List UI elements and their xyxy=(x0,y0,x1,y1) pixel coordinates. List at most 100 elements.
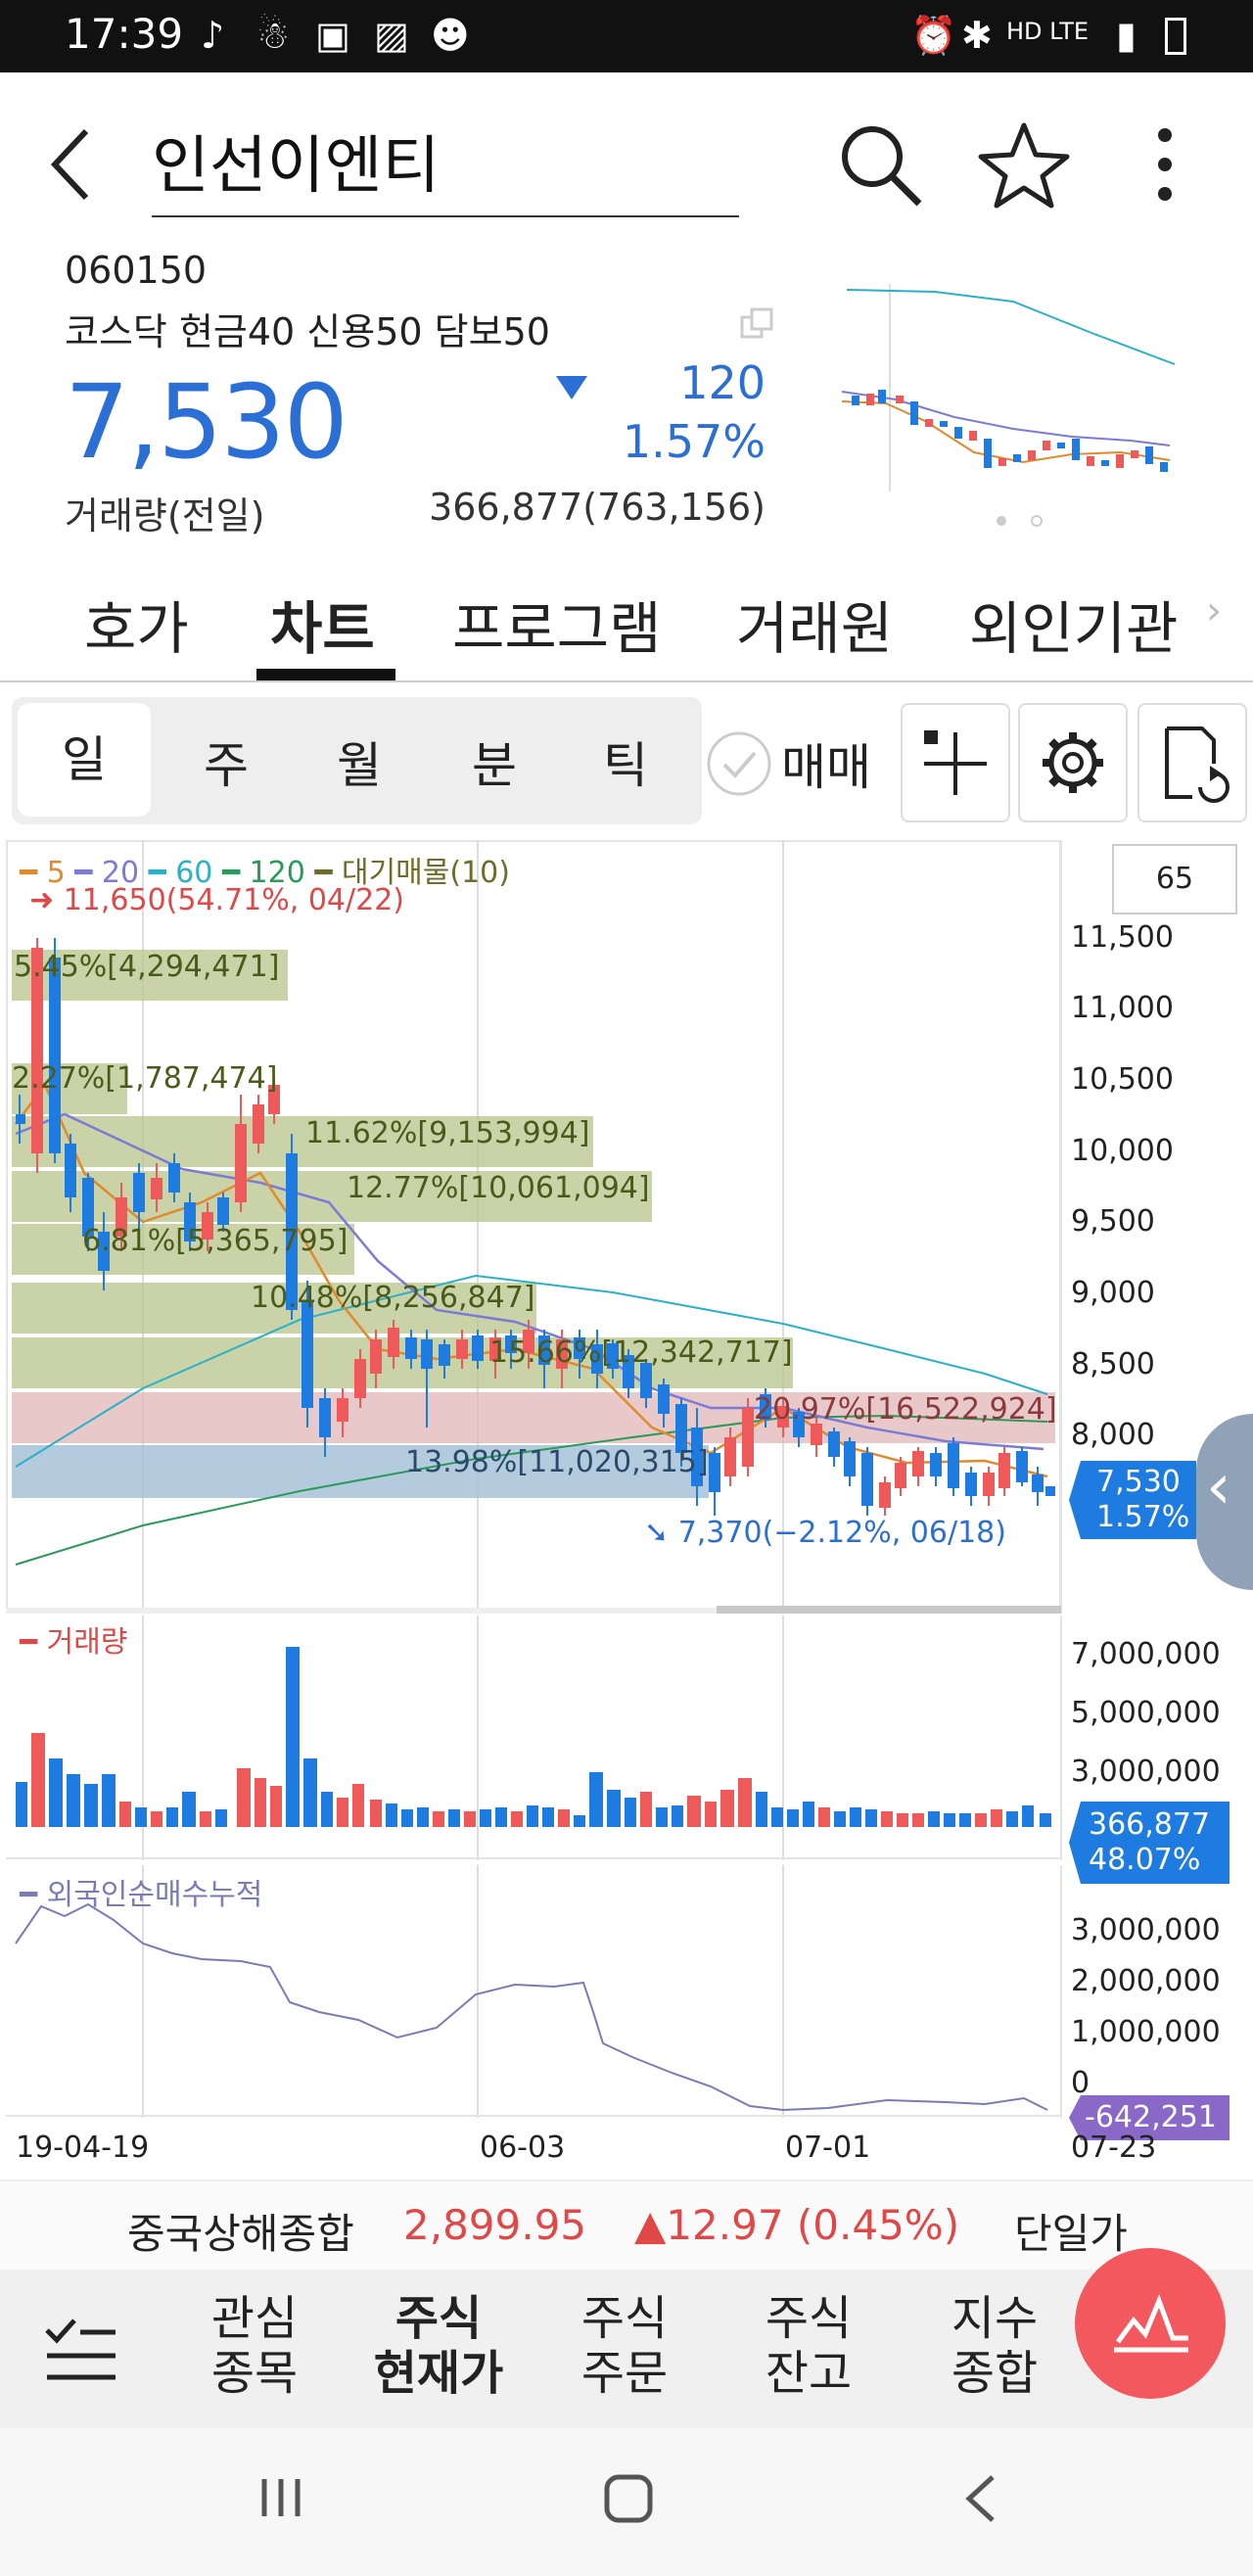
line-chart-icon xyxy=(1114,2294,1188,2353)
image-icon: ▨ xyxy=(374,14,409,57)
price-tick: 11,000 xyxy=(1071,991,1174,1025)
star-icon[interactable] xyxy=(977,119,1071,210)
bottom-nav: 관심 종목 주식 현재가 주식 주문 주식 잔고 지수 종합 xyxy=(0,2270,1253,2428)
active-tab-indicator xyxy=(256,669,395,680)
system-nav xyxy=(0,2428,1253,2576)
price-tick: 10,500 xyxy=(1071,1062,1174,1097)
down-arrow-icon xyxy=(556,376,587,399)
network-type: HD LTE xyxy=(1006,18,1090,45)
copy-icon[interactable] xyxy=(740,307,773,341)
app-icon: ☻ xyxy=(431,14,470,57)
tab-program[interactable]: 프로그램 xyxy=(452,595,662,662)
recent-apps-icon[interactable] xyxy=(256,2473,305,2522)
legend-ma20: 20 xyxy=(101,856,140,890)
notification-icon: ☃ xyxy=(256,14,291,57)
ticker-type: 단일가 xyxy=(1014,2210,1128,2258)
search-icon[interactable] xyxy=(837,121,925,210)
legend-ma120: 120 xyxy=(249,856,305,890)
tab-scroll-right-icon[interactable]: › xyxy=(1206,588,1222,633)
legend-ma5: 5 xyxy=(46,856,66,890)
home-icon[interactable] xyxy=(601,2471,656,2526)
low-marker-label: 7,370(−2.12%, 06/18) xyxy=(677,1516,1006,1550)
nav-index[interactable]: 지수 종합 xyxy=(936,2291,1053,2401)
tab-chart[interactable]: 차트 xyxy=(270,595,375,662)
nav-balance-line1: 주식 xyxy=(765,2291,853,2346)
tab-bar: 호가 차트 프로그램 거래원 외인기관 › xyxy=(0,563,1253,682)
price-tick: 11,500 xyxy=(1071,920,1174,955)
candle-count-box[interactable]: 65 xyxy=(1112,844,1237,914)
foreign-badge: -642,251 xyxy=(1069,2095,1230,2140)
supply-label: 10.48%[8,256,847] xyxy=(251,1281,535,1315)
supply-label: 13.98%[11,020,315] xyxy=(405,1445,709,1479)
nav-balance-line2: 잔고 xyxy=(765,2346,853,2401)
period-minute[interactable]: 분 xyxy=(472,737,517,794)
legend-supply: 대기매물(10) xyxy=(341,856,510,890)
ticker-value: 2,899.95 xyxy=(403,2201,587,2249)
chart-legend[interactable]: ━ 5 ━ 20 ━ 60 ━ 120 ━ 대기매물(10) xyxy=(20,856,510,890)
more-icon[interactable] xyxy=(1150,125,1180,204)
nav-current-price[interactable]: 주식 현재가 xyxy=(370,2291,507,2401)
chart-fab-button[interactable] xyxy=(1075,2248,1226,2399)
margin-info: 코스닥 현금40 신용50 담보50 xyxy=(65,310,550,353)
price-change: 120 xyxy=(679,356,766,409)
current-price-badge: 7,530 1.57% xyxy=(1069,1461,1196,1539)
foreign-tick: 2,000,000 xyxy=(1071,1964,1221,1998)
volume-chart[interactable] xyxy=(6,1616,1063,1860)
price-change-pct: 1.57% xyxy=(622,415,766,468)
side-panel-handle[interactable]: ‹ xyxy=(1196,1414,1253,1590)
high-marker: ➜ 11,650(54.71%, 04/22) xyxy=(29,883,404,917)
mini-chart[interactable] xyxy=(837,274,1180,529)
foreign-line xyxy=(15,1902,1048,2112)
x-label: 07-01 xyxy=(785,2131,871,2165)
period-day[interactable]: 일 xyxy=(18,703,151,817)
period-week[interactable]: 주 xyxy=(204,737,249,794)
tab-orderbook[interactable]: 호가 xyxy=(84,595,189,662)
foreign-title-label: 외국인순매수누적 xyxy=(46,1878,263,1912)
supply-label: 15.66%[12,342,717] xyxy=(489,1335,793,1370)
volume-bars xyxy=(16,1647,1051,1827)
settings-button[interactable] xyxy=(1018,703,1128,822)
period-month[interactable]: 월 xyxy=(337,737,382,794)
nav-current-price-line2: 현재가 xyxy=(373,2346,504,2401)
menu-icon[interactable] xyxy=(41,2315,119,2385)
trade-toggle-check-icon[interactable] xyxy=(705,729,773,798)
foreign-tick: 1,000,000 xyxy=(1071,2015,1221,2049)
volume-title-label: 거래량 xyxy=(46,1625,128,1660)
period-tick[interactable]: 틱 xyxy=(603,737,648,794)
back-icon[interactable] xyxy=(47,125,96,204)
system-back-icon[interactable] xyxy=(961,2471,1000,2526)
badge-pct: 1.57% xyxy=(1096,1500,1190,1534)
price-tick: 8,000 xyxy=(1071,1418,1155,1452)
bluetooth-icon: ✱ xyxy=(961,14,993,57)
volume-tick: 5,000,000 xyxy=(1071,1696,1221,1730)
crosshair-button[interactable] xyxy=(901,703,1010,822)
current-price: 7,530 xyxy=(65,362,348,482)
supply-label: 11.62%[9,153,994] xyxy=(305,1116,590,1150)
crosshair-icon xyxy=(924,730,987,795)
page-title: 인선이엔티 xyxy=(152,130,441,203)
nav-index-line2: 종합 xyxy=(951,2346,1039,2401)
gear-icon xyxy=(1043,732,1103,793)
nav-order[interactable]: 주식 주문 xyxy=(566,2291,683,2401)
nav-order-line1: 주식 xyxy=(580,2291,669,2346)
nav-balance[interactable]: 주식 잔고 xyxy=(750,2291,867,2401)
status-bar: 17:39 ♪ ☃ ▣ ▨ ☻ ⏰ ✱ HD LTE ▮ xyxy=(0,0,1253,72)
foreign-tick: 0 xyxy=(1071,2066,1091,2100)
tab-foreign-institution[interactable]: 외인기관 xyxy=(969,595,1179,662)
status-time: 17:39 xyxy=(65,10,184,58)
refresh-chart-button[interactable] xyxy=(1137,703,1247,822)
index-ticker[interactable]: 중국상해종합 2,899.95 ▲12.97 (0.45%) 단일가 xyxy=(0,2179,1253,2272)
volume-label: 거래량(전일) xyxy=(65,494,265,538)
candles xyxy=(16,938,1055,1516)
price-tick: 10,000 xyxy=(1071,1134,1174,1168)
trade-toggle-label[interactable]: 매매 xyxy=(781,739,871,796)
music-icon: ♪ xyxy=(201,14,225,57)
tab-broker[interactable]: 거래원 xyxy=(736,595,894,662)
foreign-net-buy-chart[interactable] xyxy=(6,1865,1063,2118)
nav-order-line2: 주문 xyxy=(580,2346,669,2401)
volume-title: ━ 거래량 xyxy=(20,1625,128,1660)
period-selector: 일 주 월 분 틱 xyxy=(12,697,702,824)
volume-value: 366,877(763,156) xyxy=(429,486,766,529)
volume-tick: 7,000,000 xyxy=(1071,1637,1221,1671)
nav-watchlist[interactable]: 관심 종목 xyxy=(196,2291,313,2401)
